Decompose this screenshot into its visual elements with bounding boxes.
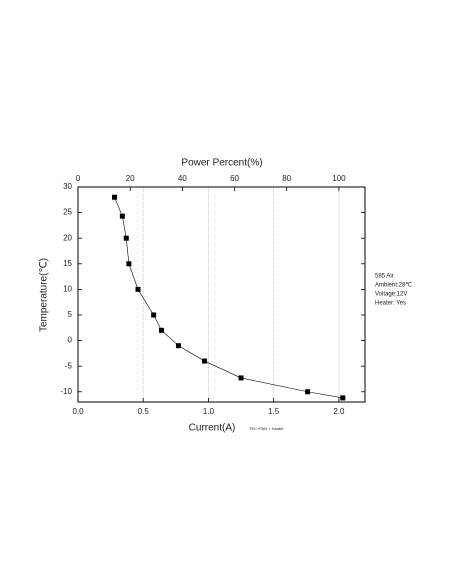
- top-tick-label: 60: [230, 174, 239, 183]
- series-line: [114, 197, 343, 399]
- point: [126, 261, 132, 267]
- annotation: 585 Air: [375, 274, 394, 280]
- y-tick-label: 30: [63, 182, 72, 191]
- x-tick-label: 2.0: [333, 407, 345, 416]
- point: [238, 375, 244, 381]
- top-tick-label: 100: [332, 174, 346, 183]
- x-tick-label: 1.5: [268, 407, 280, 416]
- y-tick-label: 5: [68, 310, 73, 319]
- y-tick-label: 10: [63, 284, 72, 293]
- point: [123, 235, 129, 241]
- point: [305, 389, 311, 395]
- top-tick-label: 80: [282, 174, 291, 183]
- point: [175, 343, 181, 349]
- top-tick-label: 40: [178, 174, 187, 183]
- top-tick-label: 0: [76, 174, 81, 183]
- y-tick-label: 0: [68, 336, 73, 345]
- x-tick-label: 1.0: [203, 407, 215, 416]
- point: [119, 213, 125, 219]
- point: [202, 358, 208, 364]
- y-tick-label: 15: [63, 259, 72, 268]
- x-axis-note: TEC+FAN + Heater: [249, 426, 284, 431]
- y-axis-label: Temperature(℃): [39, 258, 50, 332]
- annotation: Heater: Yes: [375, 301, 406, 307]
- x-tick-label: 0.5: [138, 407, 150, 416]
- y-tick-label: -5: [65, 361, 73, 370]
- point: [158, 327, 164, 333]
- point: [151, 312, 157, 318]
- point: [340, 395, 346, 401]
- y-tick-label: 20: [63, 233, 72, 242]
- x-tick-label: 0.0: [72, 407, 84, 416]
- top-tick-label: 20: [126, 174, 135, 183]
- y-tick-label: 25: [63, 208, 72, 217]
- annotation: Voltage:12V: [375, 292, 407, 298]
- plot-frame: [77, 186, 366, 403]
- x-axis-label: Current(A): [189, 423, 236, 434]
- annotation: Ambient:28℃: [375, 283, 412, 289]
- y-tick-label: -10: [60, 387, 72, 396]
- point: [135, 286, 141, 292]
- top-axis-label: Power Percent(%): [181, 158, 262, 169]
- point: [112, 194, 118, 200]
